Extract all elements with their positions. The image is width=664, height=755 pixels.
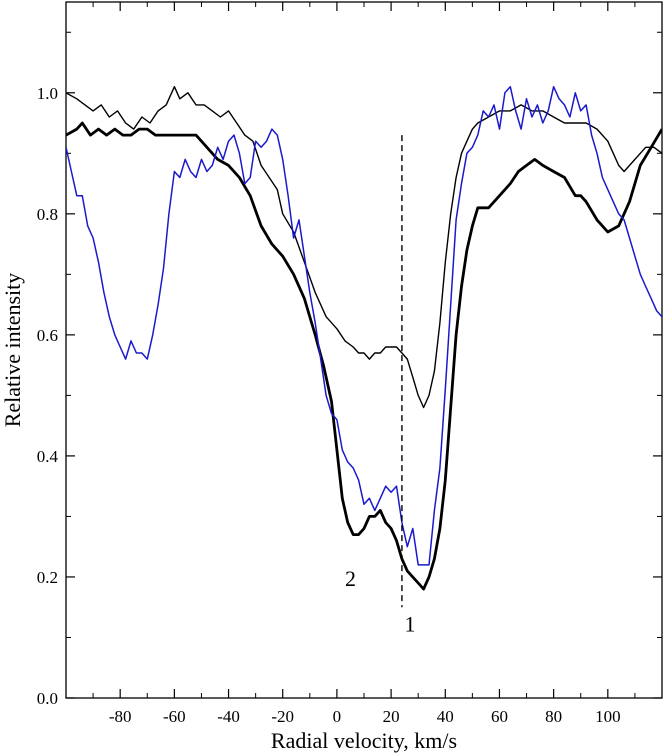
series-line-thick-black [66,121,662,591]
y-tick-label: 0.4 [37,447,59,466]
annotation-label: 2 [345,566,356,591]
tick-labels: -80 -60 -40 -20 0 20 40 60 80 100 0.0 0.2 0.4 0.6 0.8 1… [37,84,621,726]
x-tick-label: -40 [217,707,240,726]
x-tick-label: -80 [109,707,132,726]
y-tick-label: 0.0 [37,689,58,708]
y-tick-label: 0.6 [37,326,58,345]
x-tick-label: -20 [271,707,294,726]
x-tick-label: 40 [437,707,454,726]
y-tick-label: 1.0 [37,84,58,103]
series-lines [66,85,662,591]
annotations: 21 [345,566,416,636]
series-line-blue [66,85,662,566]
y-tick-label: 0.8 [37,205,58,224]
x-tick-label: 100 [595,707,621,726]
x-tick-label: -60 [163,707,186,726]
tick-marks [66,2,662,699]
x-axis-title: Radial velocity, km/s [271,728,457,753]
x-tick-label: 0 [333,707,342,726]
series-line-thin-black [66,85,662,409]
y-tick-label: 0.2 [37,568,58,587]
x-tick-label: 20 [383,707,400,726]
y-axis-title: Relative intensity [0,273,25,428]
annotation-label: 1 [405,611,416,636]
x-tick-label: 80 [545,707,562,726]
x-tick-label: 60 [491,707,508,726]
